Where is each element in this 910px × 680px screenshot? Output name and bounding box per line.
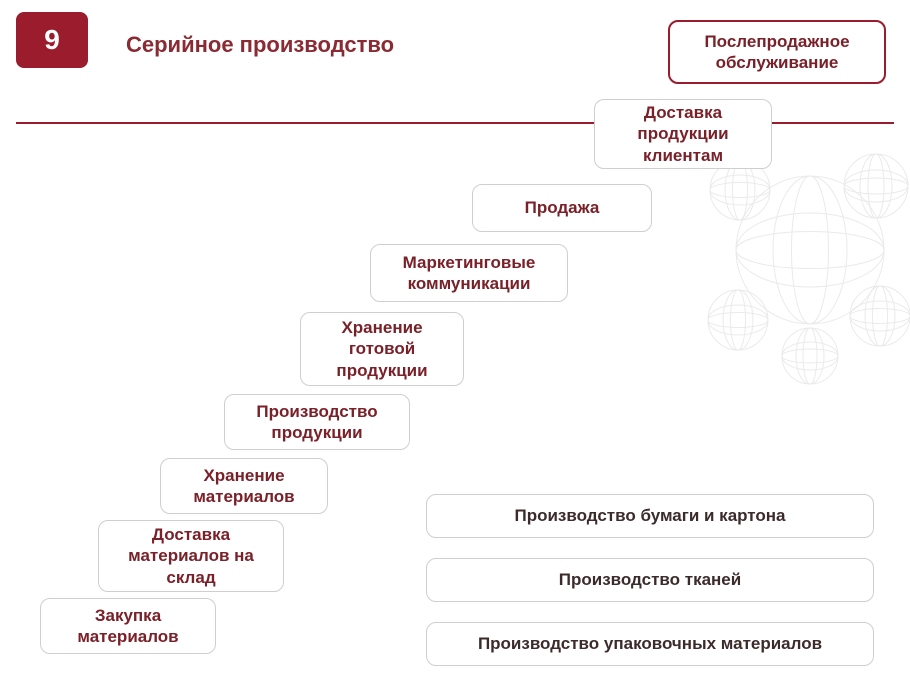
step-label: Производство продукции bbox=[233, 401, 401, 444]
step-label: Доставка продукции клиентам bbox=[603, 102, 763, 166]
title-box-aftersales: Послепродажное обслуживание bbox=[668, 20, 886, 84]
step-label: Доставка материалов на склад bbox=[107, 524, 275, 588]
step-label: Хранение готовой продукции bbox=[309, 317, 455, 381]
bg-decoration bbox=[680, 130, 910, 390]
step-3: Доставка материалов на склад bbox=[98, 520, 284, 592]
step-label: Хранение материалов bbox=[169, 465, 319, 508]
step-label: Маркетинговые коммуникации bbox=[379, 252, 559, 295]
step-label: Продажа bbox=[525, 197, 600, 218]
step-9: Доставка продукции клиентам bbox=[594, 99, 772, 169]
slide-number: 9 bbox=[16, 12, 88, 68]
side-2: Производство тканей bbox=[426, 558, 874, 602]
title-box-text: Послепродажное обслуживание bbox=[670, 31, 884, 74]
step-6: Хранение готовой продукции bbox=[300, 312, 464, 386]
step-5: Производство продукции bbox=[224, 394, 410, 450]
step-4: Хранение материалов bbox=[160, 458, 328, 514]
step-label: Закупка материалов bbox=[49, 605, 207, 648]
step-8: Продажа bbox=[472, 184, 652, 232]
side-box-label: Производство бумаги и картона bbox=[514, 505, 785, 526]
slide-number-text: 9 bbox=[44, 24, 60, 56]
step-2: Закупка материалов bbox=[40, 598, 216, 654]
side-3: Производство упаковочных материалов bbox=[426, 622, 874, 666]
step-7: Маркетинговые коммуникации bbox=[370, 244, 568, 302]
side-box-label: Производство упаковочных материалов bbox=[478, 633, 822, 654]
side-1: Производство бумаги и картона bbox=[426, 494, 874, 538]
side-box-label: Производство тканей bbox=[559, 569, 741, 590]
slide-title: Серийное производство bbox=[126, 32, 394, 58]
